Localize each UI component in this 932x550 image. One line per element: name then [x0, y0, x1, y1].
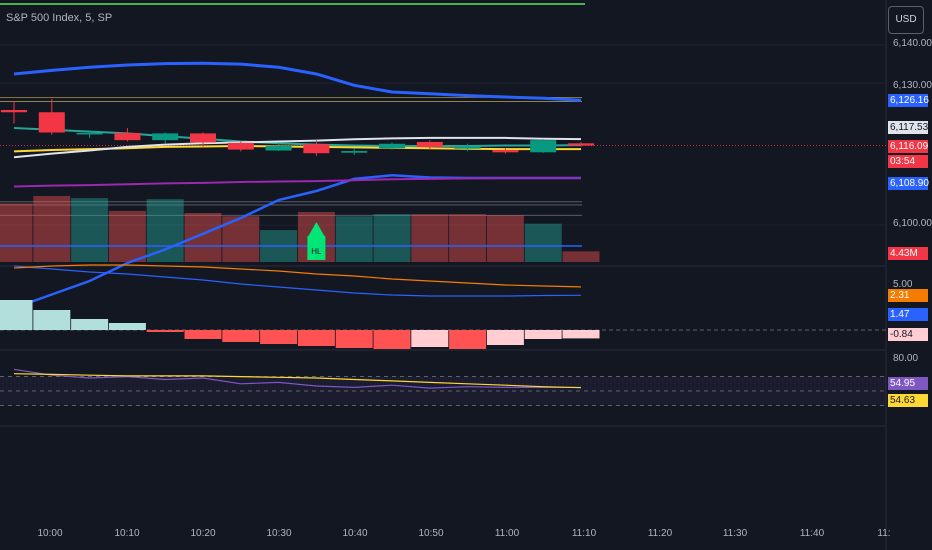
price-tick-6140: 6,140.00: [893, 38, 932, 49]
ma-line-teal: [13, 127, 582, 147]
hl-marker-label: HL: [311, 247, 322, 256]
time-label: 11:20: [647, 528, 673, 539]
candle-body: [492, 150, 519, 153]
volume-bar: [411, 214, 449, 262]
price-tag-last-price: 6,116.09: [888, 140, 929, 153]
time-label: 11:30: [722, 528, 748, 539]
macd-histogram-bar: [297, 330, 335, 346]
price-tag-signal: 2.31: [888, 289, 928, 302]
volume-bar: [146, 199, 184, 262]
time-label: 10:00: [37, 528, 63, 539]
candle-body: [190, 133, 216, 143]
candle-body: [38, 112, 65, 133]
volume-bar: [524, 223, 562, 262]
time-label: 11:00: [494, 528, 520, 539]
rsi-line: [13, 368, 581, 389]
hl-marker-box: [307, 236, 326, 260]
rsi-ma-line: [13, 373, 582, 389]
macd-histogram-bar: [335, 330, 373, 348]
price-tag-lower-band: 6,108.90: [888, 177, 929, 190]
price-tag-histogram: -0.84: [888, 328, 928, 341]
candle-body: [303, 144, 330, 154]
volume-bar: [335, 216, 373, 262]
ma-line-white: [13, 136, 582, 159]
chart-title[interactable]: S&P 500 Index, 5, SP: [6, 12, 113, 24]
candle-body: [341, 150, 368, 153]
macd-tick: 5.00: [893, 279, 913, 290]
rsi-tick: 80.00: [893, 353, 919, 364]
candle-body: [227, 142, 254, 150]
price-tag-upper-band: 6,126.16: [888, 94, 929, 107]
macd-histogram-bar: [33, 310, 71, 330]
price-tag-macd: 1.47: [888, 308, 928, 321]
volume-bar: [108, 210, 146, 262]
time-label: 10:50: [418, 528, 444, 539]
candle-body: [568, 143, 594, 146]
candle-body: [416, 141, 443, 147]
time-label: 11:10: [571, 528, 597, 539]
time-label: 10:10: [114, 528, 140, 539]
candle-body: [379, 143, 405, 149]
volume-bar: [486, 215, 524, 262]
macd-histogram-bar: [486, 330, 524, 345]
time-label: 11:: [877, 528, 891, 539]
price-tick-6130: 6,130.00: [893, 80, 932, 91]
price-tick-6100: 6,100.00: [893, 218, 932, 229]
macd-histogram-bar: [449, 330, 487, 349]
macd-histogram-bar: [71, 319, 109, 330]
macd-histogram-bar: [260, 330, 298, 344]
time-label: 10:30: [266, 528, 292, 539]
macd-signal-line: [13, 264, 582, 288]
macd-histogram-bar: [108, 323, 146, 330]
price-pane: HL: [0, 61, 886, 310]
price-tag-countdown: 03:54: [888, 155, 928, 168]
price-tag-white-ma: 6,117.53: [888, 121, 929, 134]
ma-line-purple: [13, 177, 581, 188]
macd-histogram-bar: [411, 330, 449, 347]
price-tag-rsi: 54.95: [888, 377, 928, 390]
volume-bar: [562, 251, 600, 262]
time-label: 11:40: [799, 528, 825, 539]
volume-bar: [33, 196, 71, 262]
rsi-pane: [0, 368, 886, 406]
candle-body: [1, 110, 27, 113]
volume-bar: [449, 214, 487, 262]
volume-bar: [71, 198, 109, 262]
indicator-top-line: [0, 3, 585, 5]
candle-body: [76, 132, 103, 135]
price-tag-rsi-ma: 54.63: [888, 394, 928, 407]
currency-button[interactable]: USD: [888, 6, 924, 34]
time-label: 10:40: [342, 528, 368, 539]
macd-line: [13, 265, 582, 297]
macd-histogram-bar: [373, 330, 411, 349]
candle-body: [152, 133, 179, 141]
macd-histogram-bar: [524, 330, 562, 339]
volume-bar: [184, 213, 222, 262]
grid: [0, 0, 887, 550]
candle-body: [265, 146, 292, 151]
upper-band-line: [13, 61, 582, 102]
candle-body: [530, 140, 557, 153]
hl-marker-arrow: [308, 222, 325, 236]
macd-histogram-bar: [222, 330, 260, 342]
macd-histogram-bar: [0, 300, 33, 330]
price-tag-volume: 4.43M: [888, 247, 928, 260]
candle-body: [114, 132, 141, 141]
macd-histogram-bar: [146, 330, 184, 332]
time-label: 10:20: [190, 528, 216, 539]
macd-pane: [0, 264, 886, 349]
macd-histogram-bar: [562, 330, 600, 339]
macd-histogram-bar: [184, 330, 222, 339]
candle-body: [454, 146, 481, 149]
volume-bar: [0, 203, 33, 262]
volume-bar: [373, 214, 411, 262]
